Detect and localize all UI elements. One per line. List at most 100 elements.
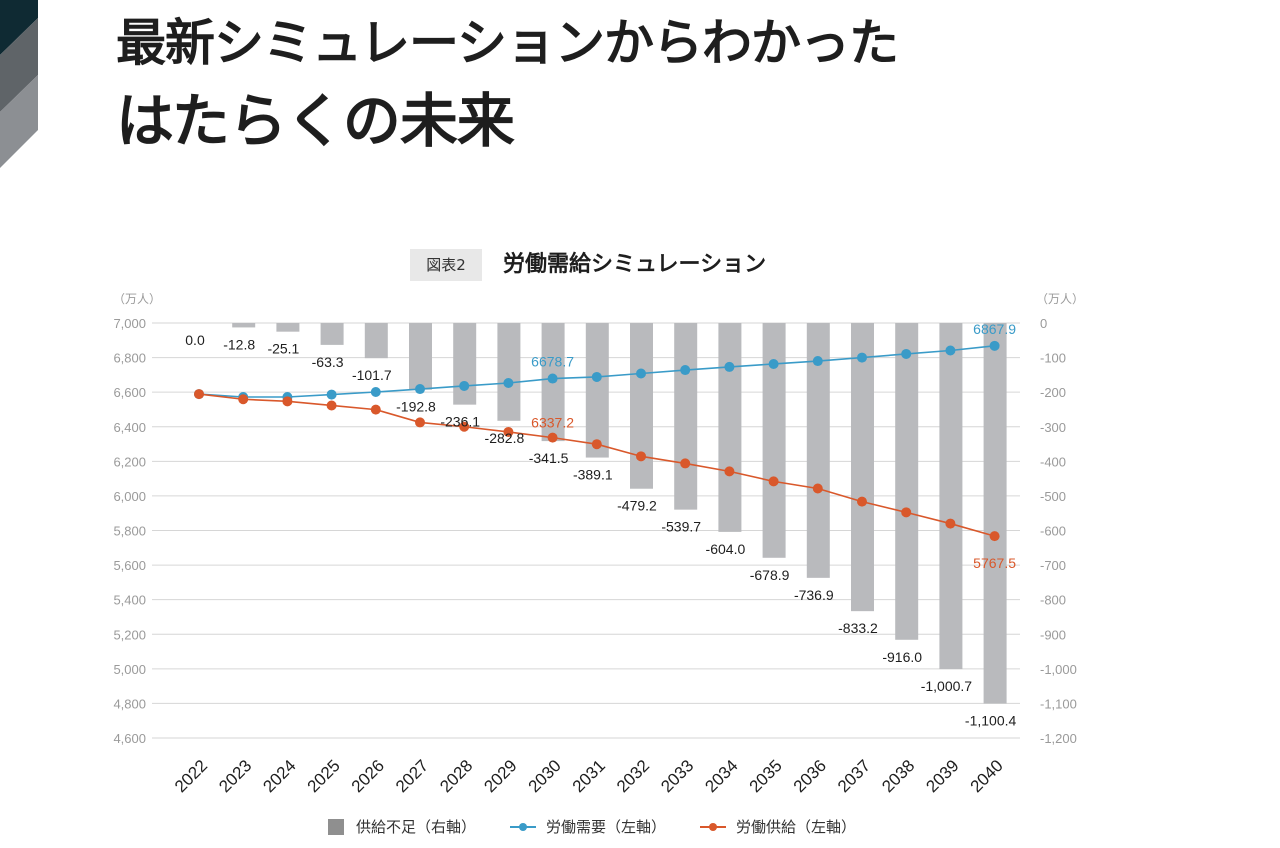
left-axis-tick: 7,000 (113, 316, 146, 331)
right-axis-tick: -600 (1040, 524, 1066, 539)
left-axis-tick: 5,200 (113, 627, 146, 642)
demand-point (812, 356, 823, 367)
legend: 供給不足（右軸） 労働需要（左軸） 労働供給（左軸） (328, 816, 890, 837)
right-axis-tick: -500 (1040, 489, 1066, 504)
corner-band-mid (0, 18, 38, 112)
right-axis-tick: -900 (1040, 627, 1066, 642)
shortage-bar-label: -678.9 (750, 567, 790, 583)
left-axis-tick: 5,400 (113, 593, 146, 608)
shortage-bar-label: -12.8 (223, 336, 255, 352)
shortage-bar (320, 323, 344, 345)
demand-point (636, 368, 646, 379)
shortage-bar (806, 323, 830, 578)
right-axis-tick: -200 (1040, 385, 1066, 400)
x-axis-tick: 2022 (171, 756, 211, 796)
left-axis-unit: （万人） (113, 292, 161, 306)
shortage-bar (983, 323, 1007, 704)
demand-value-label: 6678.7 (531, 354, 574, 370)
supply-point (370, 404, 381, 415)
right-axis-tick: -1,100 (1040, 696, 1077, 711)
left-axis-tick: 5,600 (113, 558, 146, 573)
legend-label-supply: 労働供給（左軸） (736, 818, 857, 836)
right-axis-tick: -400 (1040, 454, 1066, 469)
x-axis-tick: 2027 (392, 756, 432, 796)
demand-point (945, 345, 956, 356)
shortage-bar (585, 323, 609, 458)
right-axis-tick: -700 (1040, 558, 1066, 573)
left-axis-tick: 5,000 (113, 662, 146, 677)
shortage-bar-label: -1,100.4 (965, 713, 1017, 729)
supply-point (901, 507, 912, 518)
demand-point (768, 358, 779, 369)
demand-point (370, 386, 381, 397)
demand-point (503, 378, 514, 389)
shortage-bar-label: -282.8 (485, 430, 525, 446)
supply-point (326, 400, 337, 411)
right-axis-tick: -100 (1040, 351, 1066, 366)
shortage-bar (630, 323, 653, 489)
supply-point (857, 496, 867, 507)
demand-point (989, 340, 1000, 351)
left-axis-tick: 4,800 (113, 696, 146, 711)
demand-point (326, 389, 337, 400)
left-axis-tick: 6,600 (113, 385, 146, 400)
corner-decoration (0, 0, 38, 168)
shortage-bar (762, 323, 786, 558)
demand-point (415, 384, 425, 395)
legend-item-shortage: 供給不足（右軸） (328, 816, 476, 837)
supply-point (768, 476, 779, 487)
x-axis-tick: 2038 (878, 756, 918, 796)
shortage-bar-label: -63.3 (312, 354, 344, 370)
shortage-bar (232, 323, 256, 328)
x-axis-tick: 2037 (834, 756, 874, 796)
shortage-bar (851, 323, 874, 612)
x-axis-tick: 2026 (348, 756, 388, 796)
demand-point (680, 365, 691, 376)
demand-point (724, 361, 735, 372)
supply-point (503, 426, 514, 437)
supply-point (459, 421, 470, 432)
supply-point (812, 483, 823, 494)
shortage-bar (674, 323, 698, 510)
shortage-bar (409, 323, 432, 390)
left-axis-tick: 6,400 (113, 420, 146, 435)
supply-point (680, 458, 691, 469)
legend-swatch-supply (700, 819, 727, 835)
right-axis-tick: -300 (1040, 420, 1066, 435)
shortage-bar-label: 0.0 (185, 332, 205, 348)
right-axis-tick: -1,200 (1040, 731, 1077, 746)
shortage-bar-label: -539.7 (661, 519, 701, 535)
legend-label-shortage: 供給不足（右軸） (356, 818, 477, 836)
left-axis-tick: 6,000 (113, 489, 146, 504)
shortage-bar (497, 323, 521, 421)
headline-line-2: はたらくの未来 (116, 87, 515, 155)
shortage-bar-label: -479.2 (617, 498, 657, 514)
supply-point (547, 432, 558, 443)
demand-point (591, 371, 602, 382)
supply-point (724, 466, 735, 477)
x-axis-tick: 2024 (259, 756, 299, 796)
right-axis-unit: （万人） (1036, 292, 1084, 306)
supply-point (989, 531, 1000, 542)
data-labels: 0.0 -12.8 -25.1 -63.3 -101.7-192.8-236.1 -282… (185, 321, 1016, 729)
supply-point (194, 389, 204, 400)
supply-value-label: 6337.2 (531, 415, 574, 431)
supply-value-label: 5767.5 (973, 555, 1016, 571)
left-axis-tick: 6,800 (113, 351, 146, 366)
legend-swatch-shortage (328, 818, 344, 835)
left-axis-tick: 4,600 (113, 731, 146, 746)
demand-point (901, 348, 912, 359)
supply-point (238, 394, 249, 405)
supply-point (636, 451, 646, 462)
demand-value-label: 6867.9 (973, 321, 1016, 337)
shortage-bar (364, 323, 388, 359)
legend-swatch-demand (510, 819, 537, 835)
x-axis-tick: 2039 (922, 756, 962, 796)
series-lines (194, 340, 1000, 542)
shortage-bar-label: -916.0 (882, 649, 922, 665)
x-axis-tick: 2028 (436, 756, 476, 796)
x-axis-tick: 2031 (569, 756, 609, 796)
x-axis-tick: 2035 (746, 756, 786, 796)
x-axis-tick: 2023 (215, 756, 255, 796)
